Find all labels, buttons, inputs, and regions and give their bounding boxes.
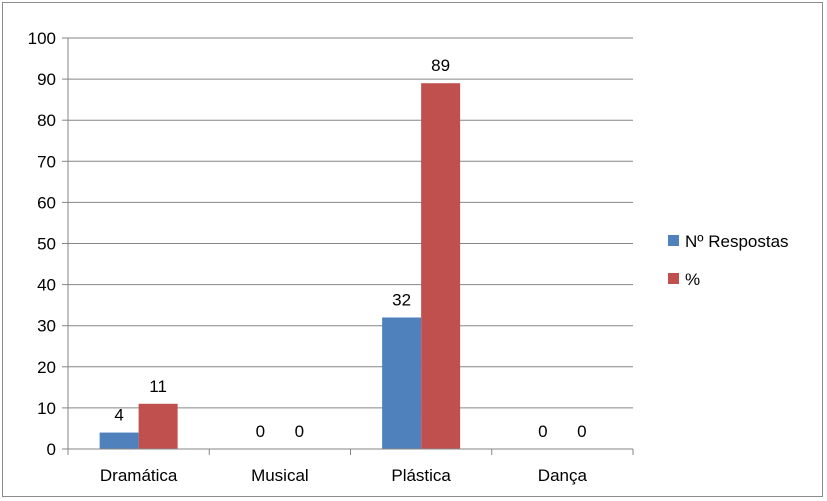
- data-label: 0: [538, 422, 547, 441]
- x-tick-label: Dança: [538, 466, 588, 485]
- y-tick-label: 10: [37, 399, 56, 418]
- y-tick-label: 40: [37, 276, 56, 295]
- bar: [99, 432, 139, 449]
- y-axis-ticks: 0 10 20 30 40 50 60 70 80 90 100: [28, 29, 56, 459]
- y-tick-label: 100: [28, 29, 56, 48]
- legend-label: %: [685, 270, 700, 289]
- data-label: 0: [577, 422, 586, 441]
- bar: [421, 83, 461, 450]
- y-tick-label: 70: [37, 152, 56, 171]
- y-tick-label: 90: [37, 70, 56, 89]
- legend-label: Nº Respostas: [685, 232, 789, 251]
- legend-swatch: [668, 273, 679, 284]
- y-tick-label: 30: [37, 317, 56, 336]
- y-tick-label: 60: [37, 193, 56, 212]
- data-label: 32: [392, 290, 411, 309]
- bar: [138, 403, 178, 449]
- y-tick-label: 50: [37, 235, 56, 254]
- x-tick-label: Dramática: [100, 466, 178, 485]
- bar: [382, 317, 422, 449]
- data-label: 0: [295, 422, 304, 441]
- x-axis-ticks: Dramática Musical Plástica Dança: [100, 466, 588, 485]
- legend-swatch: [668, 235, 679, 246]
- y-tick-label: 80: [37, 111, 56, 130]
- y-tick-label: 0: [47, 440, 56, 459]
- data-label: 11: [149, 377, 167, 396]
- x-tick-label: Plástica: [391, 466, 451, 485]
- x-tick-label: Musical: [251, 466, 309, 485]
- data-label: 0: [256, 422, 265, 441]
- bars: [99, 83, 461, 450]
- data-labels: 4 11 0 0 32 89 0 0: [114, 56, 586, 441]
- gridlines: [68, 37, 633, 409]
- legend: Nº Respostas%: [668, 232, 789, 289]
- axes: [62, 37, 634, 455]
- data-label: 4: [114, 406, 123, 425]
- data-label: 89: [431, 56, 450, 75]
- y-tick-label: 20: [37, 358, 56, 377]
